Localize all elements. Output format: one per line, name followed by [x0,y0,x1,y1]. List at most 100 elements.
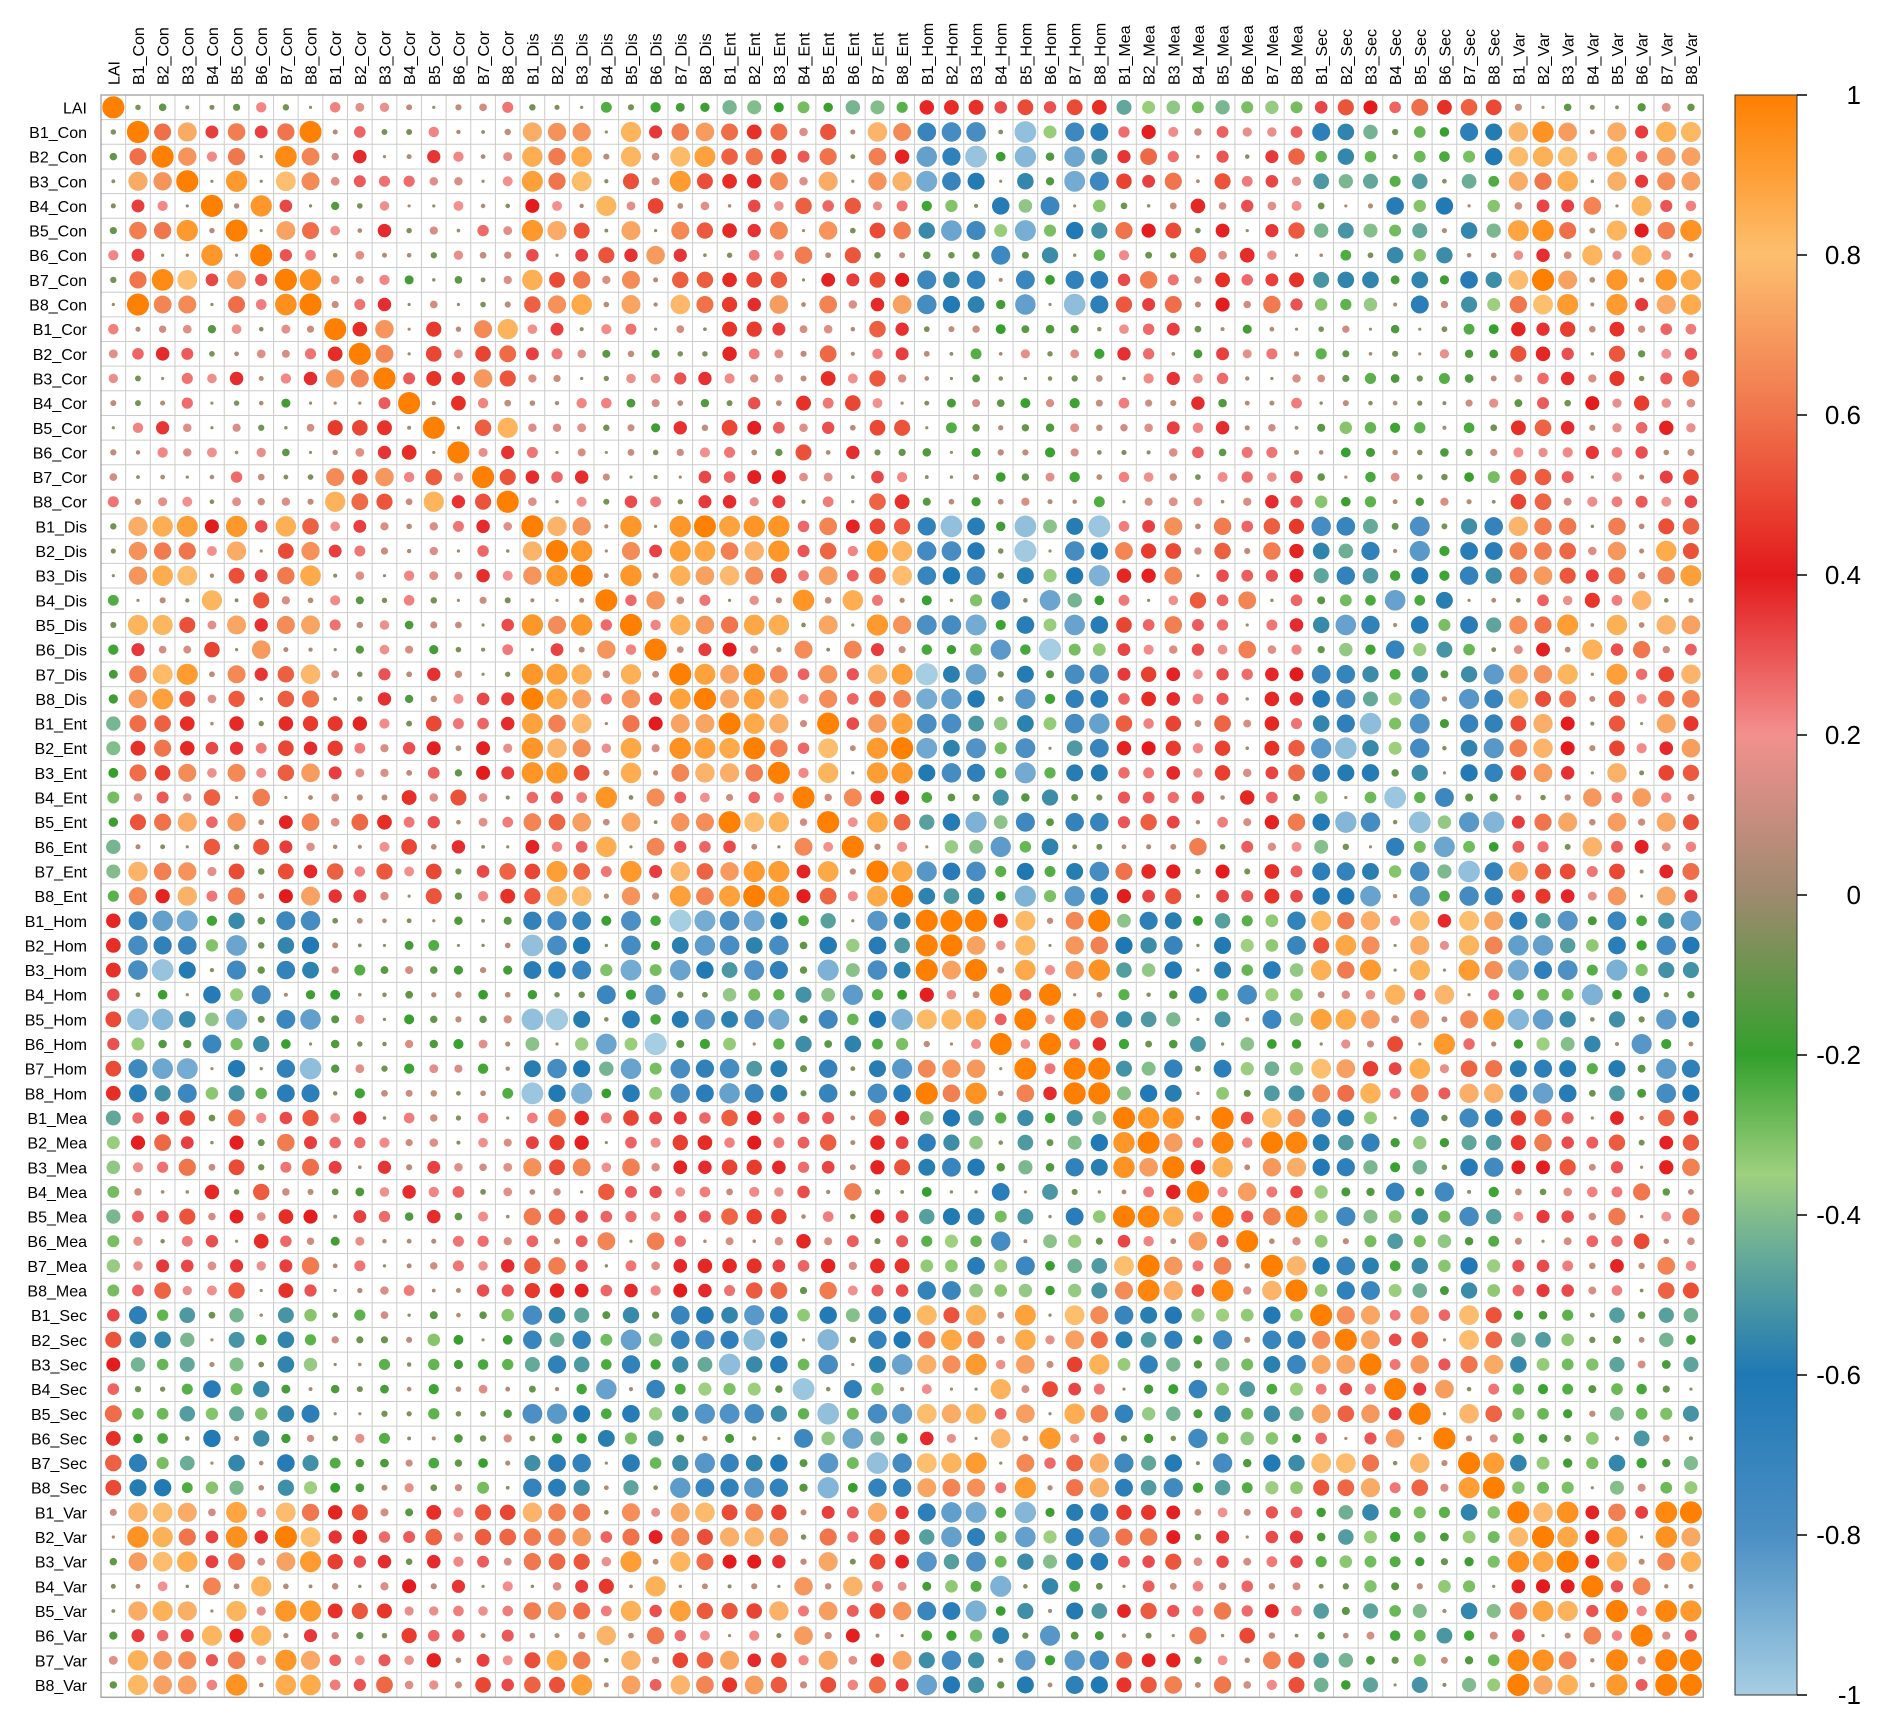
corr-cell-B4_Con-B5_Con [233,203,240,209]
corr-cell-B6_Hom-B4_Dis [595,1033,617,1055]
corr-cell-B3_Var-B1_Con [128,1552,148,1571]
corr-cell-B5_Sec-B5_Sec [1408,1402,1431,1425]
corr-cell-B3_Con-B8_Cor [502,176,513,187]
corr-cell-B5_Mea-B1_Ent [721,1208,738,1225]
corr-cell-B6_Dis-B3_Dis [578,646,585,653]
corr-cell-B5_Dis-B7_Sec [1460,616,1478,634]
corr-cell-B8_Con-B5_Cor [429,300,438,309]
corr-cell-B2_Hom-B3_Hom [966,935,986,955]
corr-cell-B3_Ent-B6_Cor [454,769,463,777]
corr-cell-B1_Var-B2_Mea [1141,1504,1157,1520]
corr-cell-B5_Dis-B2_Hom [941,615,962,635]
corr-cell-B2_Var-B2_Mea [1139,1528,1158,1546]
corr-cell-B8_Var-B4_Cor [404,1680,414,1690]
corr-cell-B5_Hom-B5_Mea [1214,1011,1231,1028]
corr-cell-B4_Dis-B4_Cor [403,595,415,606]
corr-cell-B2_Sec-B7_Hom [1065,1330,1085,1350]
corr-cell-B6_Cor-B4_Mea [1192,446,1204,459]
corr-cell-B3_Dis-B6_Cor [454,571,463,580]
corr-cell-B7_Var-B5_Ent [818,1650,838,1670]
corr-cell-B3_Mea-B8_Dis [698,1160,712,1175]
corr-cell-LAI-B7_Dis [675,102,685,112]
corr-cell-B6_Ent-B7_Var [1661,842,1671,852]
corr-cell-B3_Ent-B7_Hom [1066,764,1084,782]
corr-cell-B2_Ent-B2_Sec [1335,737,1357,760]
corr-cell-B6_Mea-B2_Con [160,1238,165,1244]
corr-cell-B3_Cor-B7_Hom [1071,375,1078,382]
corr-cell-B3_Con-B2_Cor [353,175,366,188]
corr-cell-B2_Ent-B4_Ent [797,742,810,754]
corr-cell-B1_Mea-B4_Con [208,1114,216,1122]
corr-cell-B4_Cor-B3_Cor [378,397,391,410]
corr-cell-B7_Con-B8_Hom [1090,270,1109,289]
corr-cell-B2_Ent-B6_Con [255,742,267,754]
corr-cell-B7_Con-LAI [110,276,117,284]
corr-cell-B2_Ent-B4_Dis [601,743,612,753]
corr-cell-B8_Dis-B5_Hom [1015,688,1036,710]
corr-cell-B4_Var-B2_Cor [358,1584,362,1589]
corr-cell-B4_Sec-B6_Sec [1435,1379,1454,1399]
corr-cell-B3_Cor-B6_Cor [451,371,466,386]
corr-cell-B5_Ent-B2_Dis [548,813,566,831]
corr-cell-B4_Sec-B5_Sec [1413,1382,1427,1396]
corr-cell-B7_Con-B2_Con [151,268,174,291]
corr-cell-B2_Con-LAI [109,152,118,161]
corr-cell-B8_Sec-B2_Con [153,1479,172,1497]
corr-cell-B8_Ent-B7_Con [278,889,293,904]
col-label-B7_Mea: B7_Mea [1265,25,1282,85]
corr-cell-B5_Mea-B6_Con [256,1212,266,1221]
corr-cell-B8_Var-B6_Mea [1243,1681,1252,1689]
corr-cell-B1_Var-B7_Mea [1265,1506,1278,1519]
corr-cell-B7_Cor-B7_Ent [871,470,884,484]
corr-cell-B4_Con-B7_Sec [1467,204,1471,208]
corr-cell-B8_Mea-B8_Dis [698,1283,712,1298]
corr-cell-B7_Ent-B6_Sec [1437,864,1452,879]
corr-cell-B1_Con-B6_Mea [1242,127,1252,137]
col-label-B1_Mea: B1_Mea [1117,25,1134,85]
corr-cell-B3_Mea-B4_Con [208,1163,216,1171]
corr-cell-B5_Mea-B2_Dis [548,1208,566,1225]
corr-cell-B8_Sec-B3_Hom [966,1478,986,1497]
corr-cell-B4_Cor-B1_Ent [726,400,733,407]
corr-cell-B7_Con-B8_Var [1680,269,1702,291]
corr-cell-B8_Cor-B5_Cor [423,491,444,512]
corr-cell-B3_Sec-B5_Ent [818,1354,838,1375]
corr-cell-B2_Hom-B8_Ent [894,937,910,954]
corr-cell-B2_Cor-B2_Hom [949,351,954,356]
corr-cell-B3_Cor-B2_Sec [1342,374,1350,383]
corr-cell-B7_Ent-B2_Sec [1336,862,1356,881]
corr-cell-B6_Sec-B1_Ent [725,1433,735,1443]
col-label-B6_Mea: B6_Mea [1240,25,1257,85]
corr-cell-B7_Sec-B2_Ent [745,1454,763,1472]
corr-cell-B8_Ent-B8_Var [1684,889,1698,903]
corr-cell-B4_Con-B4_Var [1583,197,1602,215]
corr-cell-B6_Mea-B2_Hom [944,1234,958,1248]
corr-cell-B7_Cor-B3_Mea [1169,473,1178,481]
corr-cell-B3_Con-B1_Ent [722,173,737,189]
corr-cell-B6_Mea-B8_Cor [503,1237,512,1246]
corr-cell-B3_Con-B5_Ent [818,171,838,191]
corr-cell-B7_Cor-B6_Sec [1441,473,1448,481]
corr-cell-B1_Dis-B3_Var [1559,517,1577,536]
corr-cell-B2_Dis-B5_Dis [621,541,641,561]
corr-cell-B5_Dis-LAI [110,621,117,629]
corr-cell-B2_Sec-B1_Mea [1115,1331,1133,1349]
corr-cell-B3_Sec-B1_Ent [718,1353,741,1376]
corr-cell-B2_Var-B4_Cor [403,1531,416,1543]
corr-cell-B3_Ent-B8_Hom [1090,764,1108,782]
corr-cell-B6_Hom-B4_Sec [1387,1036,1404,1052]
corr-cell-B4_Sec-B4_Dis [596,1378,617,1400]
corr-cell-B6_Hom-B5_Dis [624,1037,638,1051]
row-label-B4_Cor: B4_Cor [33,396,88,413]
corr-cell-B4_Sec-B3_Cor [380,1384,389,1394]
corr-cell-B4_Ent-B8_Sec [1489,793,1498,802]
corr-cell-B1_Ent-B4_Cor [406,720,413,727]
corr-cell-B4_Sec-B4_Hom [990,1378,1011,1400]
corr-cell-B1_Var-B8_Var [1679,1501,1703,1524]
corr-cell-B2_Sec-B6_Var [1638,1336,1645,1343]
corr-cell-B2_Sec-B7_Ent [868,1330,887,1350]
corr-cell-B3_Ent-B8_Dis [695,763,715,783]
corr-cell-B7_Cor-B6_Ent [850,475,855,479]
corr-cell-B7_Var-B3_Ent [771,1652,787,1669]
corr-cell-B7_Ent-B8_Dis [696,863,714,880]
